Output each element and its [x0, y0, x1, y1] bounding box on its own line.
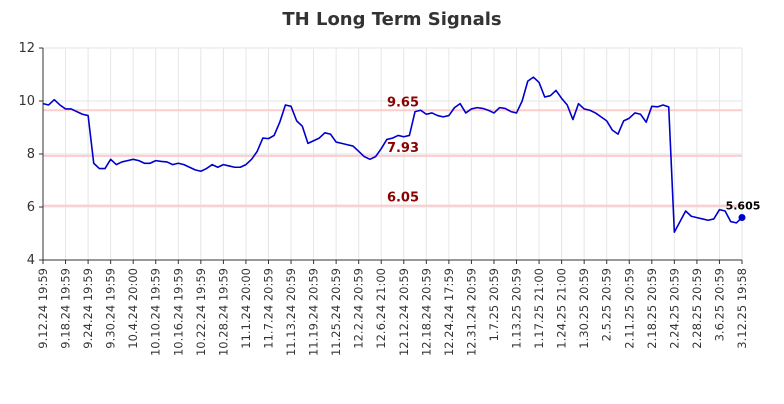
x-tick-label: 10.16.24 19:59: [171, 268, 185, 356]
x-tick-label: 10.10.24 19:59: [149, 268, 163, 356]
labels-layer: 4 6 8 10 12 9.12.24 19:59 9.18.24 19:59 9.24.24…: [18, 41, 760, 356]
x-tick-label: 2.5.25 20:59: [600, 268, 614, 341]
x-tick-label: 11.7.24 20:59: [261, 268, 275, 349]
x-tick-label: 12.31.24 20:59: [464, 268, 478, 356]
x-tick-label: 2.18.25 20:59: [645, 268, 659, 349]
x-tick-label: 9.12.24 19:59: [36, 268, 50, 349]
reference-line-label: 9.65: [387, 95, 419, 110]
x-tick-label: 9.24.24 19:59: [81, 268, 95, 349]
x-tick-label: 1.7.25 20:59: [487, 268, 501, 341]
x-tick-label: 1.13.25 20:59: [510, 268, 524, 349]
x-tick-label: 11.19.24 20:59: [307, 268, 321, 356]
x-tick-label: 2.24.25 20:59: [667, 268, 681, 349]
x-tick-label: 1.24.25 21:00: [555, 268, 569, 349]
x-tick-label: 9.30.24 19:59: [104, 268, 118, 349]
y-tick-label: 4: [27, 253, 35, 268]
last-point-marker: [738, 213, 746, 221]
x-tick-label: 10.28.24 19:59: [216, 268, 230, 356]
x-tick-label: 10.22.24 19:59: [194, 268, 208, 356]
y-tick-label: 8: [27, 147, 35, 162]
last-point-label: 5.605: [726, 199, 761, 212]
reference-lines: [43, 109, 742, 207]
chart-title: TH Long Term Signals: [282, 9, 501, 30]
series-line: [42, 76, 743, 233]
x-tick-label: 1.17.25 21:00: [532, 268, 546, 349]
x-tick-label: 11.13.24 20:59: [284, 268, 298, 356]
x-tick-label: 11.25.24 20:59: [329, 268, 343, 356]
x-tick-label: 2.28.25 20:59: [690, 268, 704, 349]
reference-line-label: 6.05: [387, 191, 419, 206]
x-tick-label: 12.6.24 21:00: [374, 268, 388, 349]
x-tick-label: 9.18.24 19:59: [59, 268, 73, 349]
x-tick-label: 12.18.24 20:59: [419, 268, 433, 356]
y-tick-label: 12: [18, 41, 35, 56]
axes: [39, 47, 743, 264]
x-tick-label: 11.1.24 20:00: [239, 268, 253, 349]
x-tick-label: 12.2.24 20:59: [352, 268, 366, 349]
reference-line-label: 7.93: [387, 141, 419, 156]
x-tick-label: 2.11.25 20:59: [622, 268, 636, 349]
y-tick-label: 10: [18, 94, 35, 109]
x-tick-label: 1.30.25 20:59: [577, 268, 591, 349]
x-tick-label: 3.6.25 20:59: [712, 268, 726, 341]
x-tick-label: 12.24.24 17:59: [442, 268, 456, 356]
y-tick-label: 6: [27, 200, 35, 215]
series-layer: [42, 76, 746, 233]
x-tick-label: 3.12.25 19:58: [735, 268, 749, 349]
x-tick-label: 12.12.24 20:59: [397, 268, 411, 356]
x-tick-label: 10.4.24 20:00: [126, 268, 140, 349]
